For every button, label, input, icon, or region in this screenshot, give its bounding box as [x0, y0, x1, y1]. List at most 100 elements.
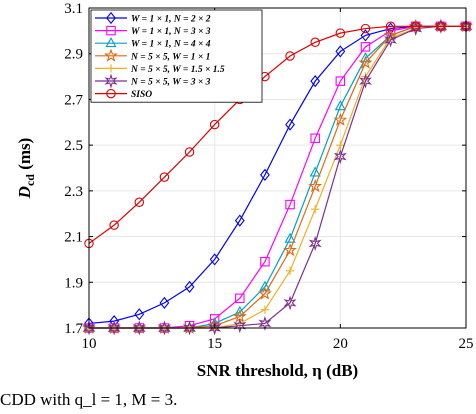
- series-1-point: [360, 29, 371, 42]
- series-7-point: [360, 23, 371, 34]
- series-3-point: [309, 166, 321, 177]
- legend-item: W = 1 × 1, N = 3 × 3: [95, 25, 211, 37]
- y-label-subscript: cd: [23, 174, 37, 186]
- legend-item: SISO: [95, 88, 152, 100]
- legend-item: N = 5 × 5, W = 3 × 3: [95, 73, 211, 89]
- x-tick-label: 10: [82, 336, 97, 352]
- series-6-point: [107, 320, 121, 336]
- series-7-line: [88, 25, 466, 244]
- legend-label: SISO: [131, 90, 152, 100]
- y-label-symbol: D: [15, 186, 34, 199]
- series-1-line: [88, 25, 466, 325]
- series-3-point: [284, 232, 296, 243]
- y-tick-label: 1.7: [64, 321, 83, 337]
- series-7-point: [184, 147, 195, 157]
- series-7-point: [134, 197, 145, 208]
- series-1-point: [134, 308, 145, 321]
- legend-label: W = 1 × 1, N = 2 × 2: [131, 15, 211, 25]
- series-2-point: [285, 199, 295, 210]
- series-3-point: [334, 100, 346, 111]
- legend-item: N = 5 × 5, W = 1.5 × 1.5: [95, 64, 225, 75]
- legend-swatch-marker: [104, 48, 118, 62]
- series-4-point: [283, 242, 298, 257]
- y-tick-label: 3.1: [64, 1, 83, 17]
- series-layer: [82, 18, 473, 336]
- legend-swatch-marker: [106, 11, 116, 25]
- series-7: [84, 21, 471, 249]
- series-1-point: [159, 296, 170, 309]
- series-1-point: [310, 75, 321, 88]
- series-5-point: [311, 204, 320, 214]
- x-tick-label: 25: [459, 336, 474, 352]
- x-axis-label: SNR threshold, η (dB): [197, 361, 358, 380]
- series-7-point: [385, 21, 396, 32]
- legend-item: W = 1 × 1, N = 4 × 4: [95, 37, 211, 50]
- chart: 10 15 20 25 1.7 1.9 2.1 2.3 2.5 2.7 2.9 3.1 W = 1 ×…: [15, 1, 474, 380]
- figure-caption: CDD with q_l = 1, M = 3.: [0, 390, 177, 410]
- series-5-point: [285, 266, 295, 276]
- series-6-point: [82, 320, 96, 336]
- legend-swatch-marker: [106, 25, 116, 36]
- series-7-point: [436, 21, 446, 32]
- series-6-point: [183, 320, 197, 336]
- series-6-point: [157, 320, 171, 336]
- x-tick-label: 15: [207, 336, 222, 352]
- series-2-point: [235, 293, 245, 304]
- legend-label: N = 5 × 5, W = 1 × 1: [130, 52, 210, 62]
- x-tick-label: 20: [333, 336, 348, 352]
- y-tick-label: 2.1: [64, 230, 83, 246]
- axis-ticks: 10 15 20 25 1.7 1.9 2.1 2.3 2.5 2.7 2.9 3.1: [64, 1, 473, 352]
- series-4-point: [333, 112, 348, 126]
- legend-swatch-marker: [104, 73, 118, 89]
- series-5-point: [260, 305, 270, 314]
- series-6-point: [434, 18, 448, 34]
- series-6-point: [333, 149, 347, 165]
- series-2-point: [360, 42, 371, 52]
- caption-text: CDD with q_l = 1, M = 3.: [0, 390, 178, 409]
- series-3-point: [234, 305, 246, 316]
- plot-frame: [88, 7, 467, 329]
- series-6-point: [384, 32, 398, 48]
- legend-label: N = 5 × 5, W = 3 × 3: [130, 78, 211, 88]
- series-1-point: [260, 168, 270, 181]
- series-6-point: [283, 295, 297, 311]
- series-5-point: [336, 140, 345, 150]
- series-7-point: [285, 51, 295, 61]
- legend-swatch-marker: [106, 88, 116, 99]
- y-tick-label: 2.9: [64, 47, 83, 63]
- series-4-point: [358, 55, 373, 69]
- series-1-point: [234, 214, 245, 227]
- series-7-point: [410, 21, 421, 32]
- series-2-point: [260, 256, 270, 267]
- y-label-unit: (ms): [15, 138, 34, 174]
- series-7-point: [310, 37, 320, 48]
- y-tick-label: 2.5: [64, 138, 83, 154]
- y-axis-label: Dcd (ms): [15, 138, 37, 200]
- series-6-point: [233, 318, 247, 334]
- legend-swatch-marker: [105, 37, 117, 48]
- series-7-point: [209, 119, 220, 130]
- series-4-point: [257, 286, 272, 300]
- series-1-point: [285, 118, 295, 131]
- legend-item: W = 1 × 1, N = 2 × 2: [95, 11, 211, 25]
- series-1-point: [184, 280, 195, 293]
- y-tick-label: 2.3: [64, 184, 83, 200]
- series-6-point: [208, 320, 222, 336]
- y-tick-label: 1.9: [64, 275, 83, 291]
- series-6-point: [258, 315, 272, 331]
- series-3-point: [359, 52, 372, 63]
- series-6-point: [358, 73, 372, 89]
- series-7-point: [159, 172, 170, 182]
- legend-swatch-marker: [106, 64, 116, 73]
- series-2-point: [335, 76, 346, 86]
- series-2-point: [310, 133, 320, 144]
- series-7-point: [109, 220, 119, 230]
- series-4-point: [308, 178, 323, 193]
- legend: W = 1 × 1, N = 2 × 2 W = 1 × 1, N = 3 × 3…: [90, 9, 263, 103]
- series-3-point: [259, 280, 271, 291]
- series-1-point: [335, 45, 346, 58]
- legend-label: N = 5 × 5, W = 1.5 × 1.5: [130, 65, 225, 75]
- series-7-point: [335, 28, 346, 38]
- series-6-point: [308, 235, 322, 251]
- legend-label: W = 1 × 1, N = 4 × 4: [131, 40, 211, 50]
